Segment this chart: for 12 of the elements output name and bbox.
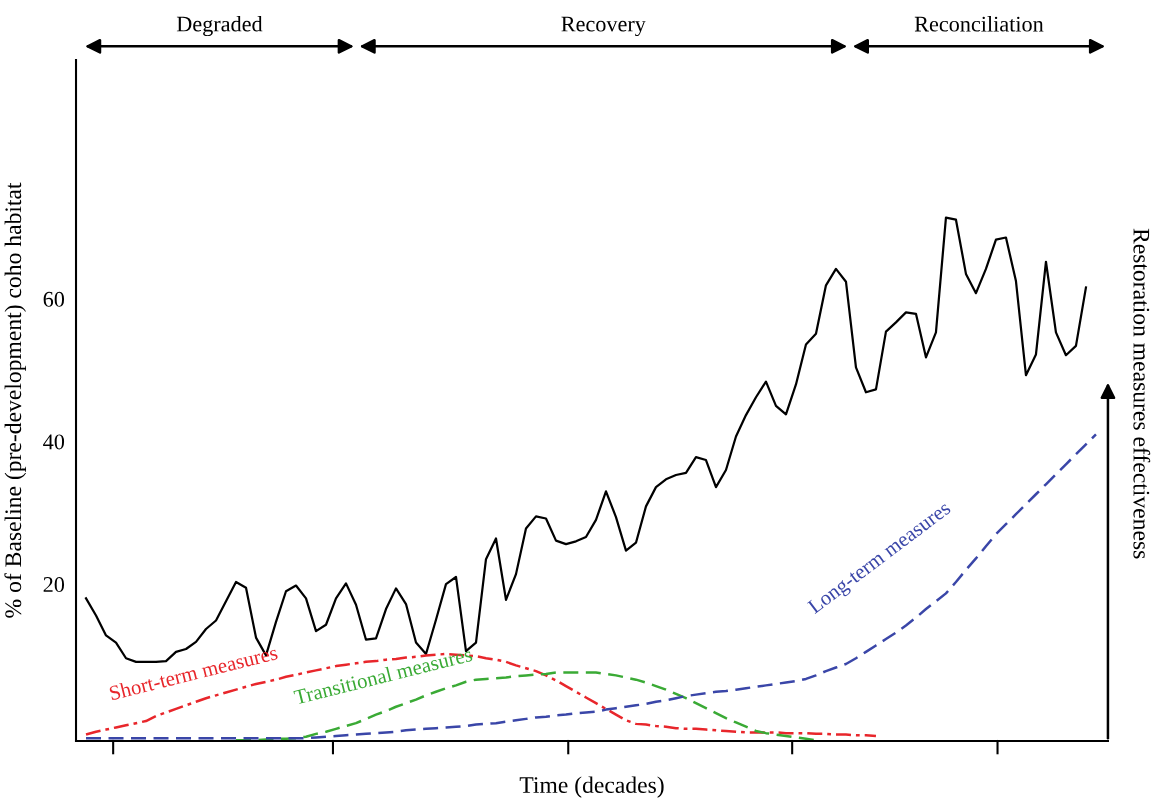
y-axis-title: % of Baseline (pre-development) coho habitat — [4, 182, 27, 618]
line-series — [84, 652, 878, 738]
y-tick-label: 40 — [43, 434, 65, 450]
y2-axis-title: Restoration measures effectiveness — [1133, 228, 1151, 559]
x-axis-title: Time (decades) — [519, 776, 664, 798]
y-tick-label: 60 — [43, 291, 65, 307]
text: Degraded — [176, 15, 263, 37]
y-tick-label: 20 — [43, 577, 65, 593]
text: Reconciliation — [914, 15, 1044, 32]
line-series — [84, 433, 1098, 740]
text: Recovery — [561, 16, 646, 37]
text: Short-term measures — [108, 644, 279, 701]
